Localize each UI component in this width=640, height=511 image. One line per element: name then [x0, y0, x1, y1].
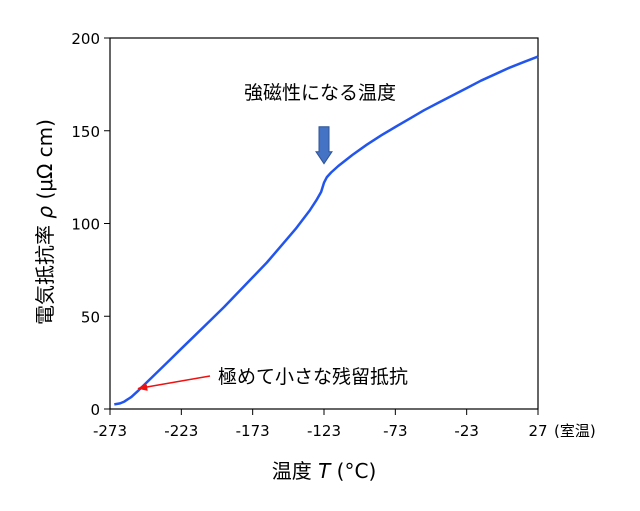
- y-axis-title: 電気抵抗率 ρ (μΩ cm): [33, 119, 57, 325]
- y-tick-label: 150: [71, 123, 100, 141]
- x-tick-label: -173: [236, 422, 270, 440]
- resistivity-line: [114, 55, 539, 406]
- x-tick-label: -23: [454, 422, 479, 440]
- y-tick-label: 0: [90, 401, 100, 419]
- x-tick-label: -223: [164, 422, 198, 440]
- y-axis-title-unit: (μΩ cm): [33, 119, 57, 206]
- x-axis-title: 温度 T (°C): [272, 459, 377, 483]
- residual-resistance-annotation: 極めて小さな残留抵抗: [218, 366, 408, 388]
- ferromagnetic-transition-annotation: 強磁性になる温度: [244, 82, 396, 104]
- x-tick-room-temp-label: (室温): [554, 422, 596, 440]
- x-tick-label: -73: [383, 422, 408, 440]
- y-tick-label: 50: [81, 308, 100, 326]
- x-axis-title-prefix: 温度: [272, 459, 318, 483]
- y-tick-label: 100: [71, 216, 100, 234]
- y-axis-title-prefix: 電気抵抗率: [33, 219, 57, 325]
- ferromagnetic-transition-arrow: [315, 126, 333, 165]
- y-tick-label: 200: [71, 30, 100, 48]
- x-tick-label: -273: [93, 422, 127, 440]
- x-axis-title-unit: (°C): [330, 459, 376, 483]
- y-axis-title-symbol: ρ: [33, 206, 57, 219]
- x-tick-label: -123: [307, 422, 341, 440]
- x-axis-title-symbol: T: [318, 459, 332, 483]
- x-tick-label: 27: [528, 422, 547, 440]
- residual-resistance-pointer: [137, 375, 211, 391]
